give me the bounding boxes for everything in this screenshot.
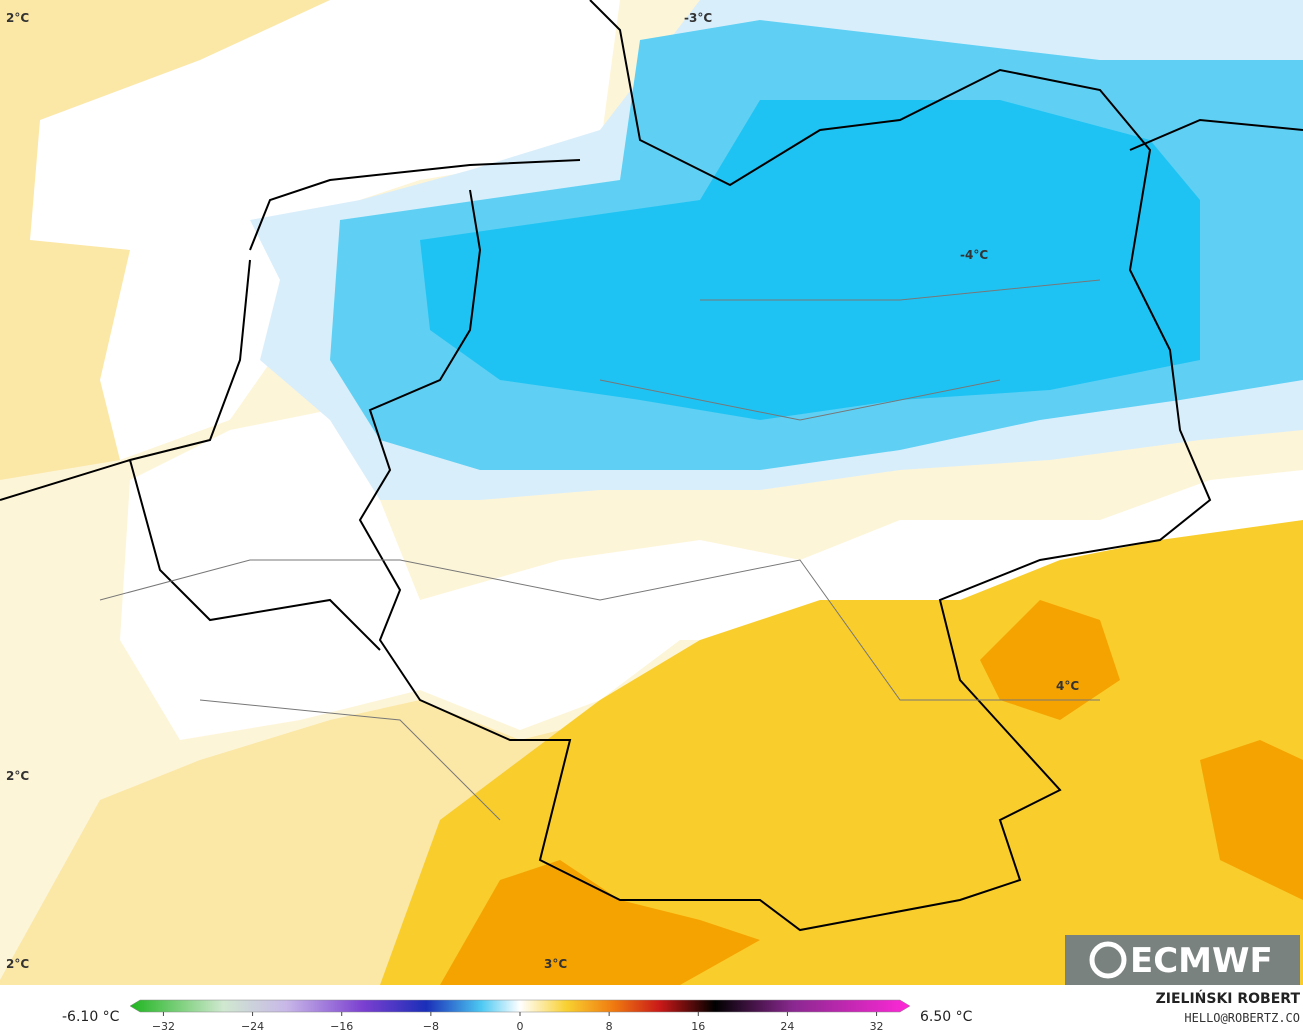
colorbar-max: 6.50 °C [920,1009,973,1025]
contour-label: 2°C [6,769,29,783]
colorbar-tick-label: −32 [152,1020,175,1033]
contour-label: 3°C [544,957,567,971]
contour-label: 2°C [6,957,29,971]
logo-text: ECMWF [1130,941,1273,981]
logo-icon [1089,941,1127,979]
colorbar-tick-label: 8 [606,1020,613,1033]
colorbar-tick-label: 16 [691,1020,705,1033]
colorbar-tick-label: 24 [780,1020,794,1033]
contour-label: 2°C [6,11,29,25]
colorbar-tick-label: −16 [330,1020,353,1033]
map: 2°C -3°C -4°C 4°C 2°C 2°C 3°C ECMWF [0,0,1303,985]
contour-label: -4°C [960,248,988,262]
author: ZIELIŃSKI ROBERT [1156,989,1301,1007]
contact: HELLO@ROBERTZ.CO [1184,1011,1300,1025]
colorbar-tick-label: 32 [870,1020,884,1033]
colorbar-tick-label: −24 [241,1020,264,1033]
colorbar [129,999,911,1013]
colorbar-min: -6.10 °C [62,1009,120,1025]
contour-label: 4°C [1056,679,1079,693]
contour-label: -3°C [684,11,712,25]
colorbar-tick-label: −8 [423,1020,439,1033]
colorbar-tick-label: 0 [517,1020,524,1033]
